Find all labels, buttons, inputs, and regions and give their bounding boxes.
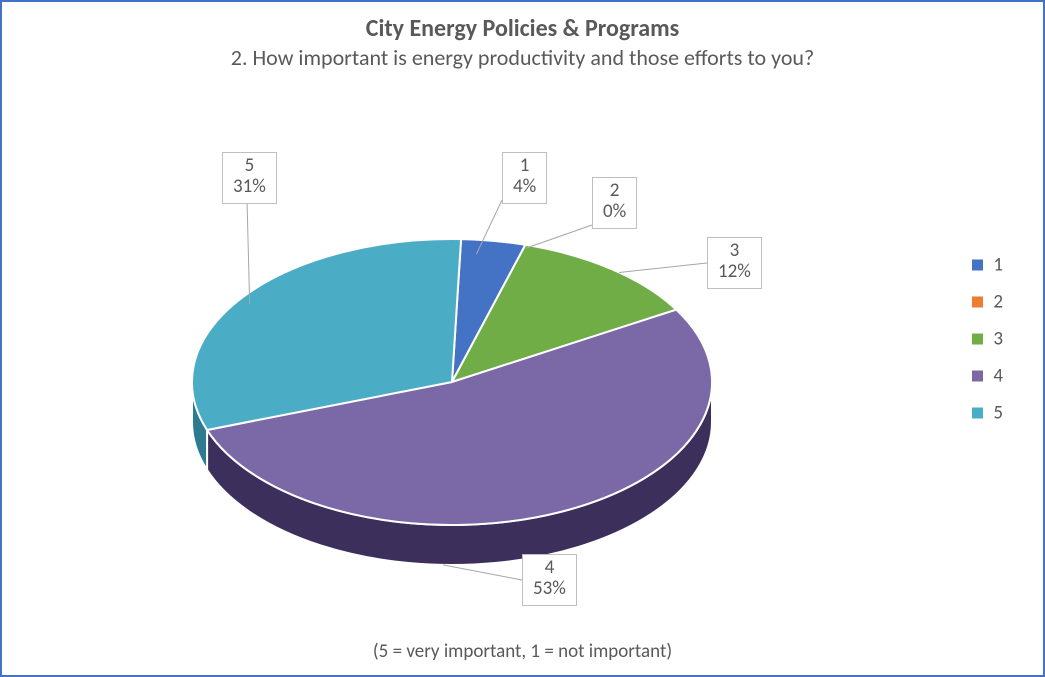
legend-item-2: 2 — [972, 290, 1003, 313]
callout-value: 12% — [718, 262, 751, 283]
chart-frame: City Energy Policies & Programs 2. How i… — [0, 0, 1045, 677]
legend: 1 2 3 4 5 — [972, 239, 1003, 438]
callout-value: 31% — [233, 177, 266, 198]
legend-label: 1 — [993, 253, 1003, 276]
leader-2 — [526, 225, 592, 248]
legend-label: 3 — [993, 327, 1003, 350]
legend-label: 4 — [993, 364, 1003, 387]
callout-value: 53% — [533, 579, 566, 600]
callout-value: 4% — [513, 177, 536, 198]
legend-label: 5 — [993, 401, 1003, 424]
callout-label: 5 — [233, 156, 266, 177]
chart-title: City Energy Policies & Programs — [2, 14, 1043, 43]
legend-item-1: 1 — [972, 253, 1003, 276]
callout-5: 531% — [222, 152, 277, 204]
legend-swatch — [972, 296, 983, 307]
legend-item-4: 4 — [972, 364, 1003, 387]
legend-item-3: 3 — [972, 327, 1003, 350]
leader-3 — [619, 263, 707, 272]
callout-4: 453% — [522, 554, 577, 606]
chart-subtitle: 2. How important is energy productivity … — [163, 45, 883, 71]
callout-label: 4 — [533, 558, 566, 579]
callout-label: 3 — [718, 241, 751, 262]
legend-swatch — [972, 333, 983, 344]
legend-swatch — [972, 259, 983, 270]
legend-swatch — [972, 370, 983, 381]
callout-1: 14% — [502, 152, 547, 204]
legend-swatch — [972, 407, 983, 418]
legend-item-5: 5 — [972, 401, 1003, 424]
leader-5 — [247, 200, 250, 304]
leader-4 — [443, 565, 522, 580]
callout-label: 2 — [603, 181, 626, 202]
callout-label: 1 — [513, 156, 536, 177]
pie-svg — [152, 172, 752, 612]
pie-chart: 14%20%312%453%531% — [152, 172, 752, 612]
legend-label: 2 — [993, 290, 1003, 313]
callout-2: 20% — [592, 177, 637, 229]
chart-footnote: (5 = very important, 1 = not important) — [2, 640, 1043, 663]
callout-value: 0% — [603, 202, 626, 223]
callout-3: 312% — [707, 237, 762, 289]
